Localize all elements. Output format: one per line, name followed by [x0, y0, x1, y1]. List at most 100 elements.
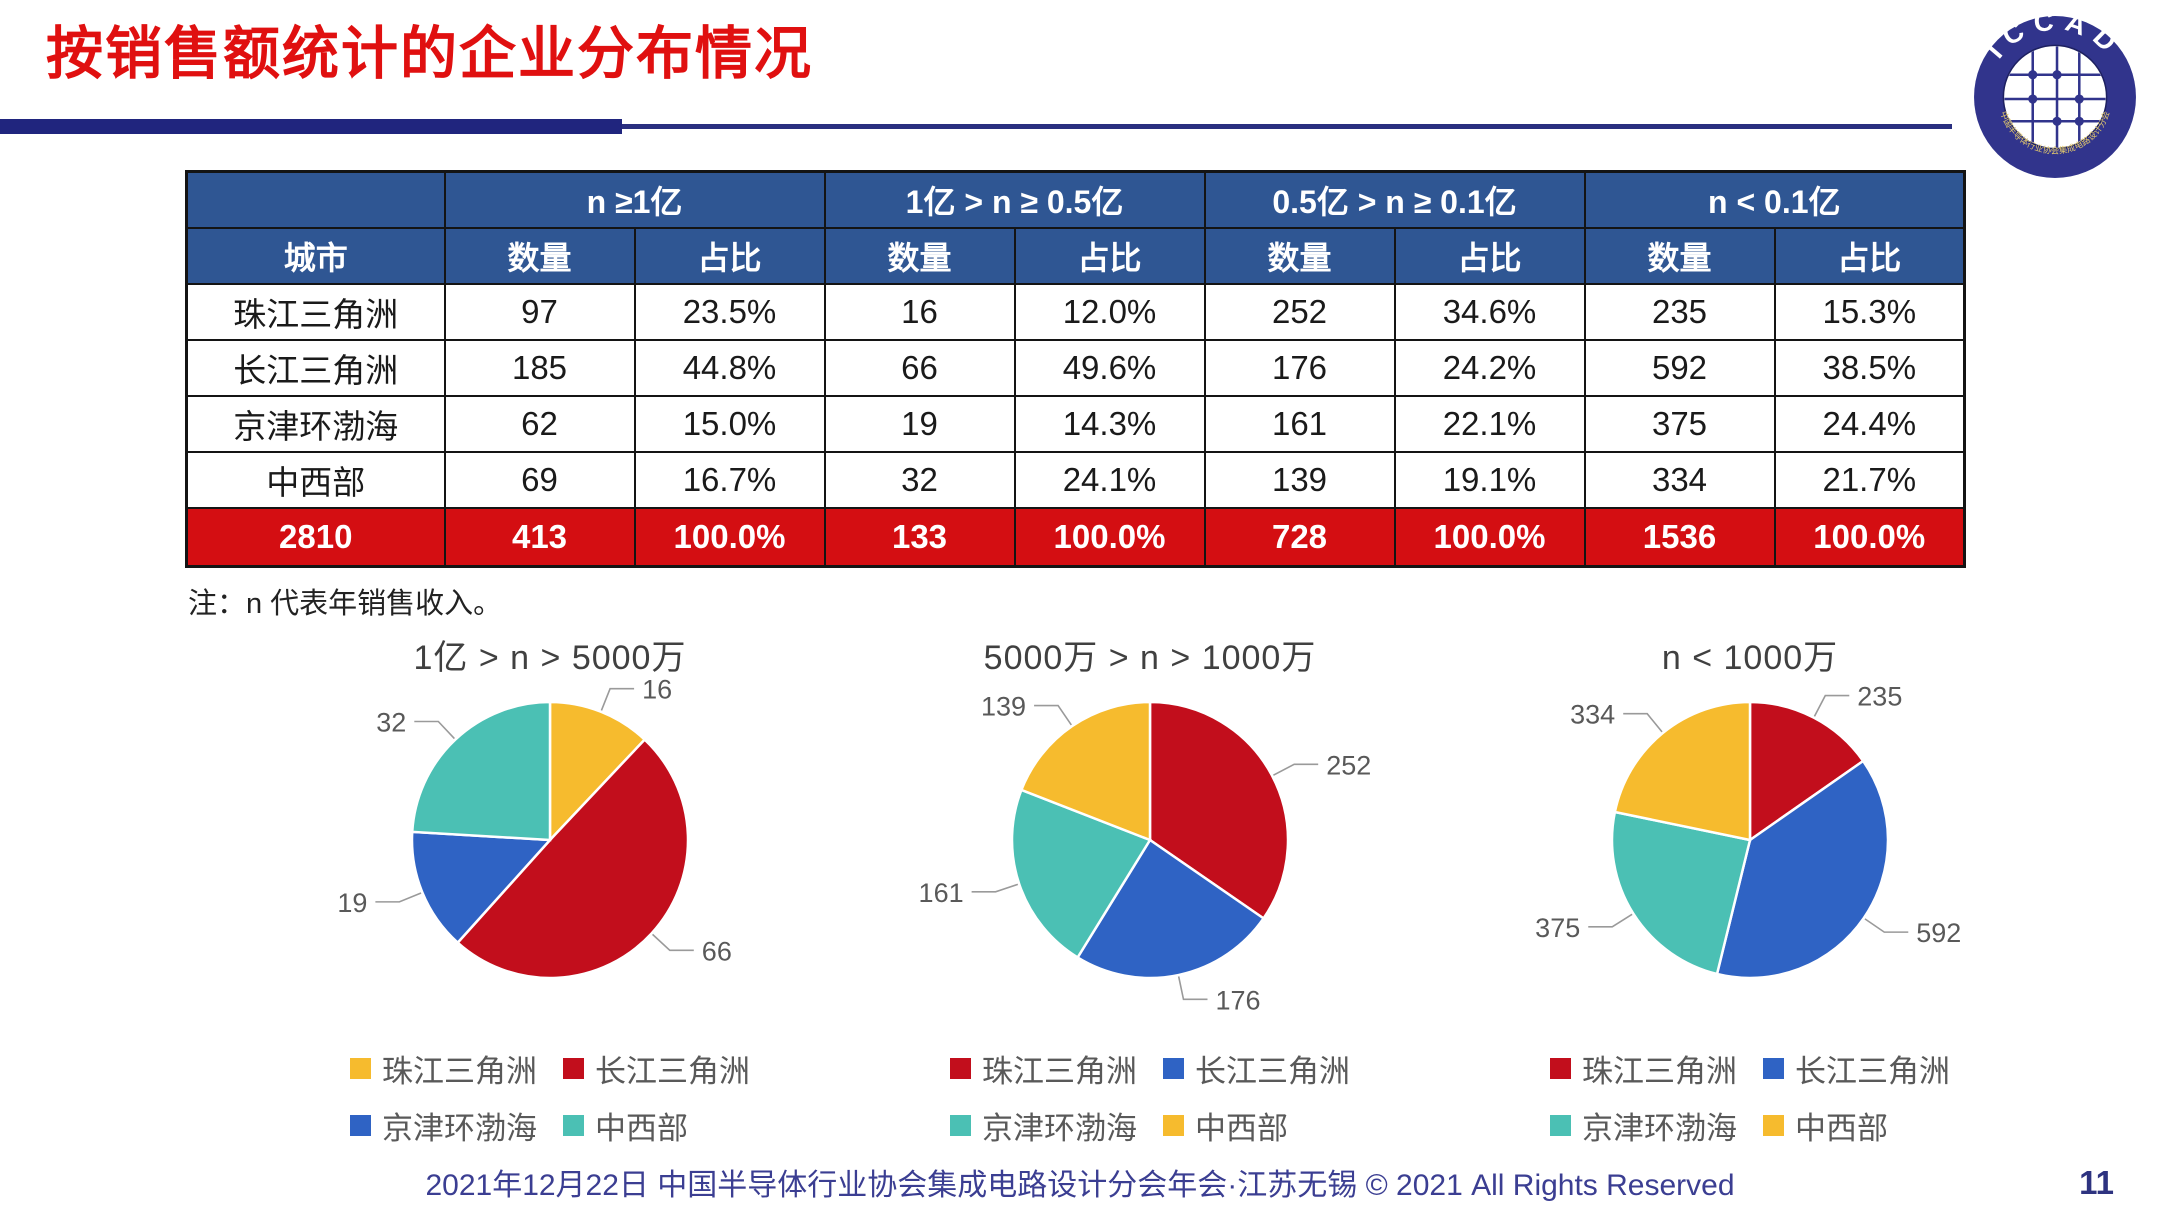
- col-header-share: 占比: [1773, 227, 1966, 285]
- legend-item: 长江三角洲: [1763, 1046, 1950, 1091]
- pie-slice: [410, 700, 552, 842]
- cell: 24.2%: [1393, 339, 1586, 397]
- distribution-table: n ≥1亿 1亿 > n ≥ 0.5亿 0.5亿 > n ≥ 0.1亿 n < …: [185, 170, 1967, 568]
- legend-label: 中西部: [595, 1111, 688, 1146]
- col-header-share: 占比: [1013, 227, 1206, 285]
- cell: 12.0%: [1013, 283, 1206, 341]
- col-header-count: 数量: [823, 227, 1016, 285]
- pie-slice: [1019, 700, 1152, 842]
- group-header-lt-01yi: n < 0.1亿: [1583, 170, 1966, 229]
- pie-value-label: 334: [1570, 700, 1615, 730]
- label-leader-line: [1623, 712, 1663, 733]
- iccad-logo: ICCAD 中国半导体行业协会集成电路设计分会: [1972, 4, 2138, 180]
- legend-swatch-icon: [1550, 1115, 1571, 1136]
- legend-swatch-icon: [563, 1115, 584, 1136]
- cell: 139: [1203, 451, 1396, 509]
- cell: 161: [1203, 395, 1396, 453]
- total-cell: 100.0%: [1393, 507, 1586, 568]
- pie-value-label: 19: [337, 888, 367, 918]
- pie-value-label: 16: [642, 675, 672, 705]
- pie-value-label: 252: [1326, 750, 1371, 780]
- legend-swatch-icon: [1763, 1058, 1784, 1079]
- title-divider-thin: [622, 124, 1952, 129]
- total-cell: 100.0%: [633, 507, 826, 568]
- pie-slice: [410, 830, 553, 945]
- col-header-count: 数量: [1203, 227, 1396, 285]
- total-cell: 413: [443, 507, 636, 568]
- table-group-header-row: n ≥1亿 1亿 > n ≥ 0.5亿 0.5亿 > n ≥ 0.1亿 n < …: [185, 170, 1966, 229]
- legend-label: 长江三角洲: [595, 1054, 750, 1089]
- pie-value-label: 32: [376, 708, 406, 738]
- table-header-row: 城市 数量 占比 数量 占比 数量 占比 数量 占比: [185, 227, 1966, 285]
- pie-slice: [1610, 810, 1752, 976]
- title-divider-thick: [0, 119, 622, 134]
- cell: 19.1%: [1393, 451, 1586, 509]
- legend-swatch-icon: [350, 1115, 371, 1136]
- cell: 49.6%: [1013, 339, 1206, 397]
- cell: 592: [1583, 339, 1776, 397]
- corner-cell: [185, 170, 446, 229]
- legend-item: 珠江三角洲: [350, 1046, 537, 1091]
- cell: 23.5%: [633, 283, 826, 341]
- pie-value-label: 375: [1535, 913, 1580, 943]
- total-cell: 100.0%: [1773, 507, 1966, 568]
- label-leader-line: [1813, 694, 1850, 717]
- legend-item: 珠江三角洲: [1550, 1046, 1737, 1091]
- cell: 38.5%: [1773, 339, 1966, 397]
- pie-slice: [1715, 759, 1890, 980]
- cell: 252: [1203, 283, 1396, 341]
- pie-value-label: 66: [702, 936, 732, 966]
- legend-label: 长江三角洲: [1195, 1054, 1350, 1089]
- label-leader-line: [414, 720, 455, 740]
- legend-swatch-icon: [350, 1058, 371, 1079]
- legend-swatch-icon: [563, 1058, 584, 1079]
- legend-item: 中西部: [1763, 1103, 1950, 1148]
- cell: 176: [1203, 339, 1396, 397]
- legend-item: 长江三角洲: [563, 1046, 750, 1091]
- pie-value-label: 592: [1916, 918, 1961, 948]
- label-leader-line: [1588, 913, 1633, 928]
- total-cell: 1536: [1583, 507, 1776, 568]
- footer-text: 2021年12月22日 中国半导体行业协会集成电路设计分会年会·江苏无锡 © 2…: [425, 1169, 1735, 1202]
- cell: 22.1%: [1393, 395, 1586, 453]
- table-row: 中西部 69 16.7% 32 24.1% 139 19.1% 334 21.7…: [185, 451, 1966, 509]
- page-title: 按销售额统计的企业分布情况: [46, 22, 813, 86]
- chart-title: 1亿 > n > 5000万: [413, 639, 687, 677]
- legend-item: 中西部: [563, 1103, 750, 1148]
- legend-label: 珠江三角洲: [382, 1054, 537, 1089]
- legend-swatch-icon: [1763, 1115, 1784, 1136]
- legend-label: 珠江三角洲: [1582, 1054, 1737, 1089]
- legend-item: 珠江三角洲: [950, 1046, 1137, 1091]
- row-city: 长江三角洲: [185, 339, 446, 397]
- cell: 15.0%: [633, 395, 826, 453]
- pie-slice: [1613, 700, 1752, 842]
- cell: 34.6%: [1393, 283, 1586, 341]
- pie-chart-lt-1000wan: n < 1000万 235 592 375 334 珠江三角洲 长江三角洲 京津环渤海 中西…: [1450, 630, 2050, 1148]
- table-note: 注：n 代表年销售收入。: [188, 588, 503, 620]
- label-leader-line: [600, 687, 635, 711]
- pie-chart-5000wan-1000wan: 5000万 > n > 1000万 252 176 161 139 珠江三角洲 长江三角…: [850, 630, 1450, 1148]
- cell: 19: [823, 395, 1016, 453]
- logo-circuit-dots: [2028, 70, 2084, 126]
- pie-svg: 252 176 161 139: [919, 692, 1372, 1016]
- pie-value-label: 235: [1857, 682, 1902, 712]
- legend-label: 京津环渤海: [1582, 1111, 1737, 1146]
- legend-item: 长江三角洲: [1163, 1046, 1350, 1091]
- cell: 375: [1583, 395, 1776, 453]
- chart-title: n < 1000万: [1661, 639, 1839, 677]
- legend-label: 京津环渤海: [382, 1111, 537, 1146]
- pie-slice: [1148, 700, 1290, 921]
- label-leader-line: [1177, 976, 1208, 1001]
- group-header-ge-1yi: n ≥1亿: [443, 170, 826, 229]
- legend-label: 中西部: [1195, 1111, 1288, 1146]
- cell: 334: [1583, 451, 1776, 509]
- pie-value-label: 139: [981, 692, 1026, 722]
- cell: 97: [443, 283, 636, 341]
- row-city: 珠江三角洲: [185, 283, 446, 341]
- cell: 44.8%: [633, 339, 826, 397]
- row-city: 京津环渤海: [185, 395, 446, 453]
- total-cell: 2810: [185, 507, 446, 568]
- col-header-city: 城市: [185, 227, 446, 285]
- chart-legend: 珠江三角洲 长江三角洲 京津环渤海 中西部: [1550, 1046, 1950, 1148]
- pie-svg: 16 66 19 32: [337, 675, 732, 980]
